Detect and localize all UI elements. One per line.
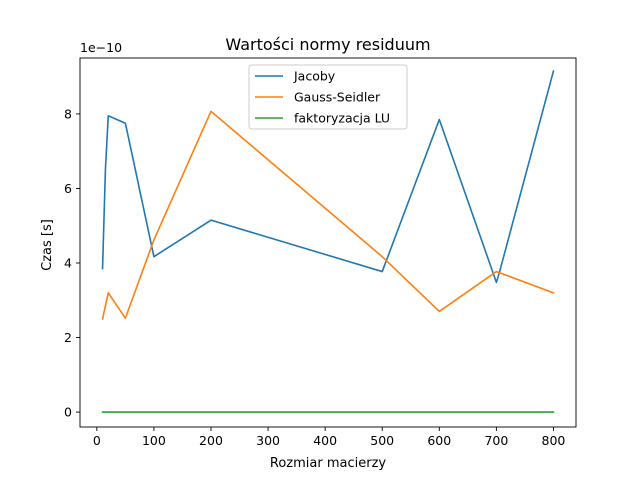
legend-box (248, 64, 408, 130)
y-tick-label: 8 (64, 106, 72, 121)
y-tick-label: 0 (64, 405, 72, 420)
x-tick-label: 400 (313, 433, 337, 448)
x-tick-label: 500 (370, 433, 394, 448)
x-tick-label: 700 (484, 433, 508, 448)
x-tick-label: 100 (142, 433, 166, 448)
axes-frame (79, 57, 577, 428)
x-tick-label: 800 (542, 433, 566, 448)
x-tick-label: 200 (199, 433, 223, 448)
legend-label-0: Jacoby (293, 69, 336, 84)
x-tick-label: 600 (427, 433, 451, 448)
plot-area: 0 100 200 300 400 500 600 700 800 0 2 4 6 8 (64, 57, 577, 448)
chart-title: Wartości normy residuum (225, 35, 430, 54)
legend-label-2: faktoryzacja LU (294, 111, 390, 126)
legend: Jacoby Gauss-Seidler faktoryzacja LU (248, 64, 408, 130)
y-axis-label: Czas [s] (40, 219, 55, 271)
y-tick-label: 6 (64, 181, 72, 196)
series-line-0 (101, 70, 555, 284)
y-tick-label: 4 (64, 256, 72, 271)
x-tick-label: 0 (93, 433, 101, 448)
x-tick-label: 300 (256, 433, 280, 448)
x-axis-label: Rozmiar macierzy (270, 456, 387, 471)
legend-label-1: Gauss-Seidler (294, 90, 381, 105)
y-tick-label: 2 (64, 330, 72, 345)
series-line-1 (101, 110, 555, 320)
y-axis-scale-note: 1e−10 (80, 40, 122, 55)
